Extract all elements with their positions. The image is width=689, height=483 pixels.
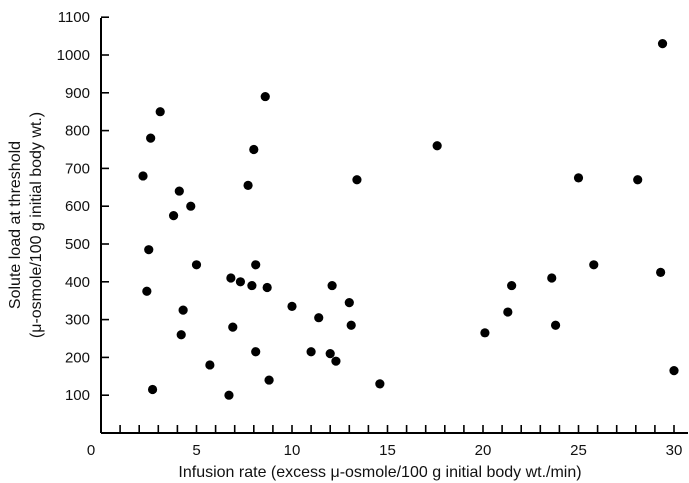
y-tick-label: 1100 — [58, 9, 90, 26]
data-point — [168, 211, 179, 221]
x-ticks: 0 5 10 15 20 25 30 — [87, 425, 683, 459]
data-point — [657, 39, 668, 49]
data-point — [251, 347, 261, 357]
data-point — [251, 260, 261, 270]
y-tick-label: 1000 — [57, 47, 90, 64]
x-axis-title: Infusion rate (excess μ-osmole/100 g ini… — [178, 464, 581, 481]
data-point — [327, 280, 337, 291]
y-tick-label: 700 — [65, 160, 90, 177]
data-point — [235, 277, 246, 287]
data-point — [656, 267, 666, 277]
data-point — [633, 175, 643, 185]
data-point — [260, 91, 270, 102]
data-point — [178, 305, 188, 315]
data-point — [146, 133, 156, 143]
x-tick-label: 25 — [570, 442, 587, 459]
data-point — [186, 201, 196, 211]
plot-area: 0 5 10 15 20 25 30 100 200 300 400 500 600 700 800 900… — [57, 9, 688, 459]
data-point — [228, 322, 238, 332]
y-tick-label: 200 — [65, 349, 90, 366]
data-point — [346, 320, 356, 330]
y-axis-title-line1: Solute load at threshold — [7, 141, 24, 309]
data-point — [155, 107, 165, 117]
data-point — [138, 171, 148, 181]
data-point — [205, 360, 215, 370]
y-tick-label: 400 — [65, 274, 90, 291]
data-point — [314, 313, 324, 323]
data-point — [432, 141, 442, 151]
data-point — [325, 349, 335, 359]
data-point — [176, 330, 186, 340]
x-tick-label: 30 — [666, 442, 683, 459]
data-point — [306, 347, 316, 357]
y-ticks: 100 200 300 400 500 600 700 800 900 1000 1100 — [57, 9, 109, 404]
data-point — [247, 280, 257, 291]
data-point — [287, 301, 297, 311]
data-point — [669, 366, 679, 376]
data-point — [147, 384, 158, 395]
data-point — [224, 390, 234, 400]
y-tick-label: 300 — [65, 312, 90, 329]
data-point — [142, 286, 152, 296]
data-point — [243, 180, 253, 191]
data-point — [352, 175, 362, 185]
data-point — [226, 273, 236, 283]
y-tick-label: 600 — [65, 198, 90, 215]
y-tick-label: 800 — [65, 123, 90, 140]
data-point — [550, 320, 561, 330]
data-point — [174, 186, 184, 196]
x-tick-label: 20 — [475, 442, 492, 459]
data-point — [480, 328, 490, 338]
data-point — [573, 173, 584, 183]
data-point — [344, 297, 354, 308]
y-axis-title-line2: (μ-osmole/100 g initial body wt.) — [28, 112, 45, 338]
data-points — [138, 39, 679, 400]
data-point — [144, 245, 154, 255]
data-point — [507, 280, 517, 291]
data-point — [503, 307, 513, 317]
data-point — [249, 144, 259, 155]
y-tick-label: 500 — [65, 236, 90, 253]
x-tick-label: 15 — [379, 442, 396, 459]
y-tick-label: 100 — [65, 387, 90, 404]
data-point — [262, 282, 272, 293]
x-tick-label: 5 — [192, 442, 200, 459]
data-point — [375, 379, 385, 389]
data-point — [191, 260, 202, 270]
data-point — [331, 356, 341, 366]
data-point — [589, 260, 599, 270]
data-point — [547, 273, 557, 283]
data-point — [264, 375, 274, 385]
y-tick-label: 900 — [65, 85, 90, 102]
x-tick-label: 0 — [87, 442, 95, 459]
x-tick-label: 10 — [284, 442, 301, 459]
